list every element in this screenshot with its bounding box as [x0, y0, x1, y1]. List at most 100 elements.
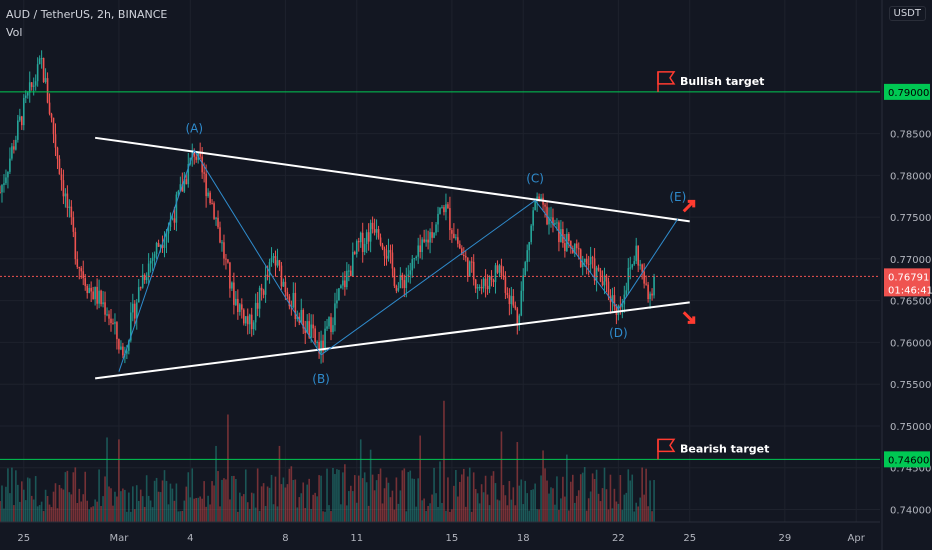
volume-bar [524, 480, 527, 522]
candle-body [443, 207, 445, 213]
candle-body [260, 287, 263, 291]
volume-bar [13, 505, 15, 522]
volume-bar [617, 503, 620, 522]
volume-bar [211, 481, 213, 522]
candle-body [435, 224, 437, 233]
volume-bar [296, 507, 299, 522]
candle-body [64, 193, 67, 197]
candle-body [7, 171, 9, 178]
candle-body [102, 302, 104, 305]
candle-body [357, 241, 360, 243]
volume-bar [599, 501, 602, 522]
candle-body [514, 305, 517, 309]
last-price-label: 0.76791 [888, 272, 929, 283]
volume-bar [126, 511, 128, 522]
volume-bar [191, 468, 194, 522]
candle-body [536, 196, 538, 202]
candle-body [502, 275, 505, 277]
candle-body [46, 78, 49, 103]
candle-body [304, 328, 307, 334]
volume-bar [538, 509, 540, 522]
volume-bar [155, 477, 158, 522]
volume-bar [298, 497, 301, 522]
candle-body [548, 217, 550, 225]
candle-body [490, 276, 493, 280]
volume-bar [290, 466, 293, 522]
volume-bar [44, 489, 47, 522]
volume-bar [246, 502, 249, 522]
candle-body [583, 258, 586, 263]
volume-bar [455, 470, 457, 522]
volume-bar [528, 510, 530, 522]
candle-body [288, 296, 291, 307]
volume-bar [367, 505, 370, 522]
candle-body [137, 287, 140, 303]
volume-bar [124, 489, 126, 522]
candle-body [74, 231, 77, 260]
candle-body [122, 346, 124, 356]
volume-bar [215, 445, 217, 522]
volume-bar [254, 507, 257, 522]
y-tick-label: 0.75000 [890, 422, 931, 433]
candle-body [457, 237, 459, 244]
volume-bar [26, 477, 29, 522]
candle-body [235, 298, 237, 305]
currency-button[interactable]: USDT [888, 6, 926, 21]
volume-bar [68, 492, 71, 522]
volume-bar [346, 505, 348, 522]
time-axis[interactable]: 25 Mar 4 8 11 15 18 22 25 29 Apr [0, 521, 880, 544]
candle-body [415, 256, 418, 259]
volume-bar [623, 494, 626, 522]
candle-body [344, 280, 346, 288]
candle-body [48, 102, 51, 114]
candle-body [409, 270, 412, 275]
volume-bar [350, 485, 352, 522]
volume-bar [235, 479, 237, 522]
volume-bar [573, 502, 576, 522]
volume-bar [173, 500, 176, 522]
candle-body [308, 321, 310, 338]
candle-body [165, 233, 168, 243]
candle-body [110, 318, 112, 324]
volume-bar [518, 485, 521, 522]
volume-bar [506, 505, 509, 522]
volume-bar [256, 468, 259, 522]
volume-bar [278, 445, 281, 522]
candle-body [256, 302, 259, 309]
volume-bar [421, 500, 423, 522]
wave-label: (D) [609, 326, 628, 340]
candle-body [556, 222, 558, 224]
candle-body [350, 270, 352, 277]
candle-body [336, 300, 338, 304]
candle-body [530, 225, 532, 243]
candle-body [40, 58, 43, 60]
price-axis[interactable]: 0.78500 0.78000 0.77500 0.77000 0.76500 0.760… [881, 0, 931, 550]
candle-body [155, 242, 158, 255]
volume-bar [102, 496, 104, 522]
volume-bar [461, 474, 463, 522]
candle-body [217, 217, 219, 228]
candle-body [651, 293, 653, 296]
candle-body [149, 260, 152, 264]
candle-body [512, 296, 515, 306]
volume-bar [560, 498, 562, 522]
candle-body [353, 251, 356, 255]
candle-body [605, 275, 608, 282]
candle-body [427, 239, 429, 243]
candle-body [498, 265, 501, 273]
volume-bar [272, 504, 275, 522]
candle-body [459, 243, 461, 249]
volume-bar [411, 478, 414, 522]
volume-bar [213, 485, 215, 522]
candle-body [96, 286, 98, 304]
candle-body [86, 285, 89, 293]
volume-bar [375, 480, 378, 522]
volume-bar [151, 507, 154, 522]
volume-bar [427, 505, 429, 522]
candle-body [145, 277, 148, 281]
volume-bar [199, 496, 201, 522]
candle-body [540, 197, 542, 201]
candle-body [322, 340, 324, 352]
candle-body [524, 262, 527, 276]
